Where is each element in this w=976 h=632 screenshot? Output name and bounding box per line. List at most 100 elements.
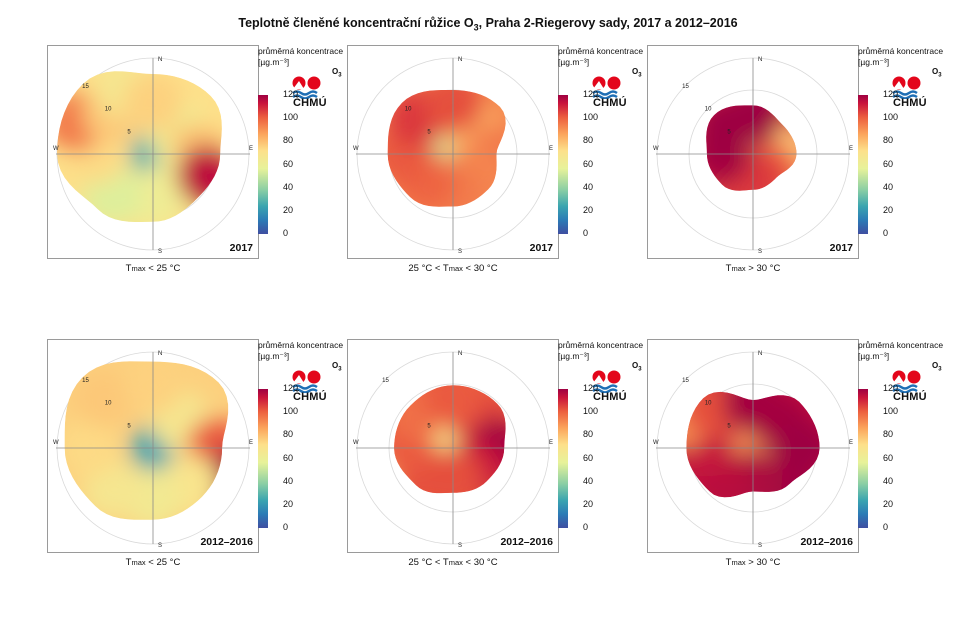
color-scale-bar bbox=[258, 95, 268, 234]
radial-tick-label: 10 bbox=[105, 401, 112, 407]
temperature-condition-caption: Tmax < 25 °C bbox=[125, 557, 181, 568]
direction-label-s: S bbox=[458, 249, 462, 255]
color-scale-tick-label: 20 bbox=[883, 205, 894, 215]
polar-plot-svg: N E S W 5 10 15 bbox=[653, 57, 853, 255]
logo-text: ČHMÚ bbox=[893, 97, 927, 109]
direction-label-e: E bbox=[249, 440, 253, 446]
concentration-cell bbox=[73, 368, 134, 429]
radial-tick-label: 5 bbox=[427, 423, 431, 429]
radial-tick-label: 5 bbox=[727, 423, 731, 429]
color-scale-tick-label: 0 bbox=[883, 522, 889, 533]
color-scale-tick-label: 0 bbox=[283, 228, 289, 239]
color-scale-tick-label: 40 bbox=[583, 475, 594, 486]
color-scale-tick-label: 20 bbox=[583, 499, 594, 509]
radial-tick-label: 10 bbox=[705, 107, 712, 113]
color-scale-tick-label: 80 bbox=[883, 429, 894, 440]
color-scale-tick-label: 0 bbox=[283, 522, 289, 533]
color-scale-tick-label: 0 bbox=[883, 228, 889, 239]
polar-plot-panel: N E S W 5 10 15 2017 bbox=[47, 45, 259, 259]
color-scale-tick-label: 100 bbox=[883, 112, 899, 123]
period-label: 2017 bbox=[229, 242, 253, 254]
logo-text: ČHMÚ bbox=[893, 391, 927, 403]
direction-label-e: E bbox=[249, 146, 253, 152]
concentration-cell bbox=[394, 454, 395, 494]
temperature-condition-caption: 25 °C < Tmax < 30 °C bbox=[408, 557, 498, 568]
direction-label-s: S bbox=[758, 249, 762, 255]
direction-label-s: S bbox=[758, 543, 762, 549]
color-scale-tick-label: 100 bbox=[583, 112, 599, 123]
polar-plot-panel: N E S W 5 10 15 2012–2016 bbox=[647, 339, 859, 553]
direction-label-n: N bbox=[158, 351, 162, 357]
color-scale-tick-label: 60 bbox=[583, 452, 594, 463]
chmu-logo: ČHMÚ bbox=[890, 75, 934, 115]
color-scale-bar bbox=[858, 389, 868, 528]
color-scale-tick-label: 20 bbox=[883, 499, 894, 509]
temperature-condition-caption: Tmax < 25 °C bbox=[125, 263, 181, 274]
direction-label-n: N bbox=[758, 57, 762, 63]
color-scale-tick-label: 0 bbox=[583, 228, 589, 239]
color-scale-tick-label: 120 bbox=[283, 89, 299, 99]
chmu-logo: ČHMÚ bbox=[290, 369, 334, 409]
legend-title: průměrná koncentrace [µg.m⁻³] bbox=[558, 340, 644, 361]
color-scale-tick-label: 120 bbox=[583, 89, 599, 99]
radial-tick-label: 5 bbox=[727, 129, 731, 135]
color-scale-tick-label: 80 bbox=[283, 135, 294, 146]
color-scale-tick-label: 60 bbox=[883, 158, 894, 169]
direction-label-w: W bbox=[653, 146, 659, 152]
color-scale-tick-label: 40 bbox=[883, 475, 894, 486]
temperature-condition-caption: 25 °C < Tmax < 30 °C bbox=[408, 263, 498, 274]
polar-plot-svg: N E S W 5 10 15 bbox=[53, 57, 253, 255]
radial-tick-label: 10 bbox=[105, 107, 112, 113]
temperature-condition-caption: Tmax > 30 °C bbox=[725, 263, 781, 274]
period-label: 2012–2016 bbox=[800, 536, 853, 548]
color-scale-ticks: 120 100 80 60 40 20 0 bbox=[883, 383, 903, 533]
color-scale-tick-label: 120 bbox=[883, 383, 899, 393]
species-label: O3 bbox=[632, 361, 642, 373]
polar-plot-svg: N E S W 5 10 15 bbox=[53, 351, 253, 549]
legend-title: průměrná koncentrace [µg.m⁻³] bbox=[258, 340, 344, 361]
color-scale-tick-label: 80 bbox=[283, 429, 294, 440]
period-label: 2017 bbox=[529, 242, 553, 254]
color-scale-tick-label: 100 bbox=[583, 406, 599, 417]
color-scale-ticks: 120 100 80 60 40 20 0 bbox=[883, 89, 903, 239]
direction-label-w: W bbox=[53, 440, 59, 446]
direction-label-n: N bbox=[758, 351, 762, 357]
direction-label-n: N bbox=[158, 57, 162, 63]
color-scale-bar bbox=[558, 95, 568, 234]
color-scale-tick-label: 60 bbox=[583, 158, 594, 169]
species-label: O3 bbox=[932, 361, 942, 373]
direction-label-e: E bbox=[549, 440, 553, 446]
chart-title: Teplotně členěné koncentrační růžice O3,… bbox=[238, 16, 738, 33]
color-scale-ticks: 120 100 80 60 40 20 0 bbox=[583, 89, 603, 239]
legend-title: průměrná koncentrace [µg.m⁻³] bbox=[858, 46, 944, 67]
color-scale-tick-label: 120 bbox=[883, 89, 899, 99]
period-label: 2017 bbox=[829, 242, 853, 254]
direction-label-s: S bbox=[458, 543, 462, 549]
direction-label-w: W bbox=[353, 440, 359, 446]
period-label: 2012–2016 bbox=[200, 536, 253, 548]
direction-label-n: N bbox=[458, 351, 462, 357]
legend-title: průměrná koncentrace [µg.m⁻³] bbox=[558, 46, 644, 67]
color-scale-tick-label: 40 bbox=[283, 181, 294, 192]
species-label: O3 bbox=[632, 67, 642, 79]
temperature-condition-caption: Tmax > 30 °C bbox=[725, 557, 781, 568]
color-scale-tick-label: 40 bbox=[583, 181, 594, 192]
polar-plot-panel: N E S W 5 15 2012–2016 bbox=[347, 339, 559, 553]
direction-label-n: N bbox=[458, 57, 462, 63]
color-scale-tick-label: 40 bbox=[283, 475, 294, 486]
radial-tick-label: 15 bbox=[82, 84, 89, 90]
period-label: 2012–2016 bbox=[500, 536, 553, 548]
color-scale-tick-label: 80 bbox=[883, 135, 894, 146]
legend-title: průměrná koncentrace [µg.m⁻³] bbox=[858, 340, 944, 361]
radial-tick-label: 15 bbox=[682, 84, 689, 90]
polar-plot-panel: N E S W 5 10 15 2012–2016 bbox=[47, 339, 259, 553]
logo-text: ČHMÚ bbox=[593, 97, 627, 109]
chmu-logo: ČHMÚ bbox=[290, 75, 334, 115]
concentration-cell bbox=[176, 146, 222, 207]
color-scale-tick-label: 120 bbox=[283, 383, 299, 393]
radial-tick-label: 5 bbox=[427, 129, 431, 135]
logo-text: ČHMÚ bbox=[593, 391, 627, 403]
radial-tick-label: 10 bbox=[705, 401, 712, 407]
chmu-logo: ČHMÚ bbox=[590, 369, 634, 409]
color-scale-tick-label: 60 bbox=[283, 452, 294, 463]
